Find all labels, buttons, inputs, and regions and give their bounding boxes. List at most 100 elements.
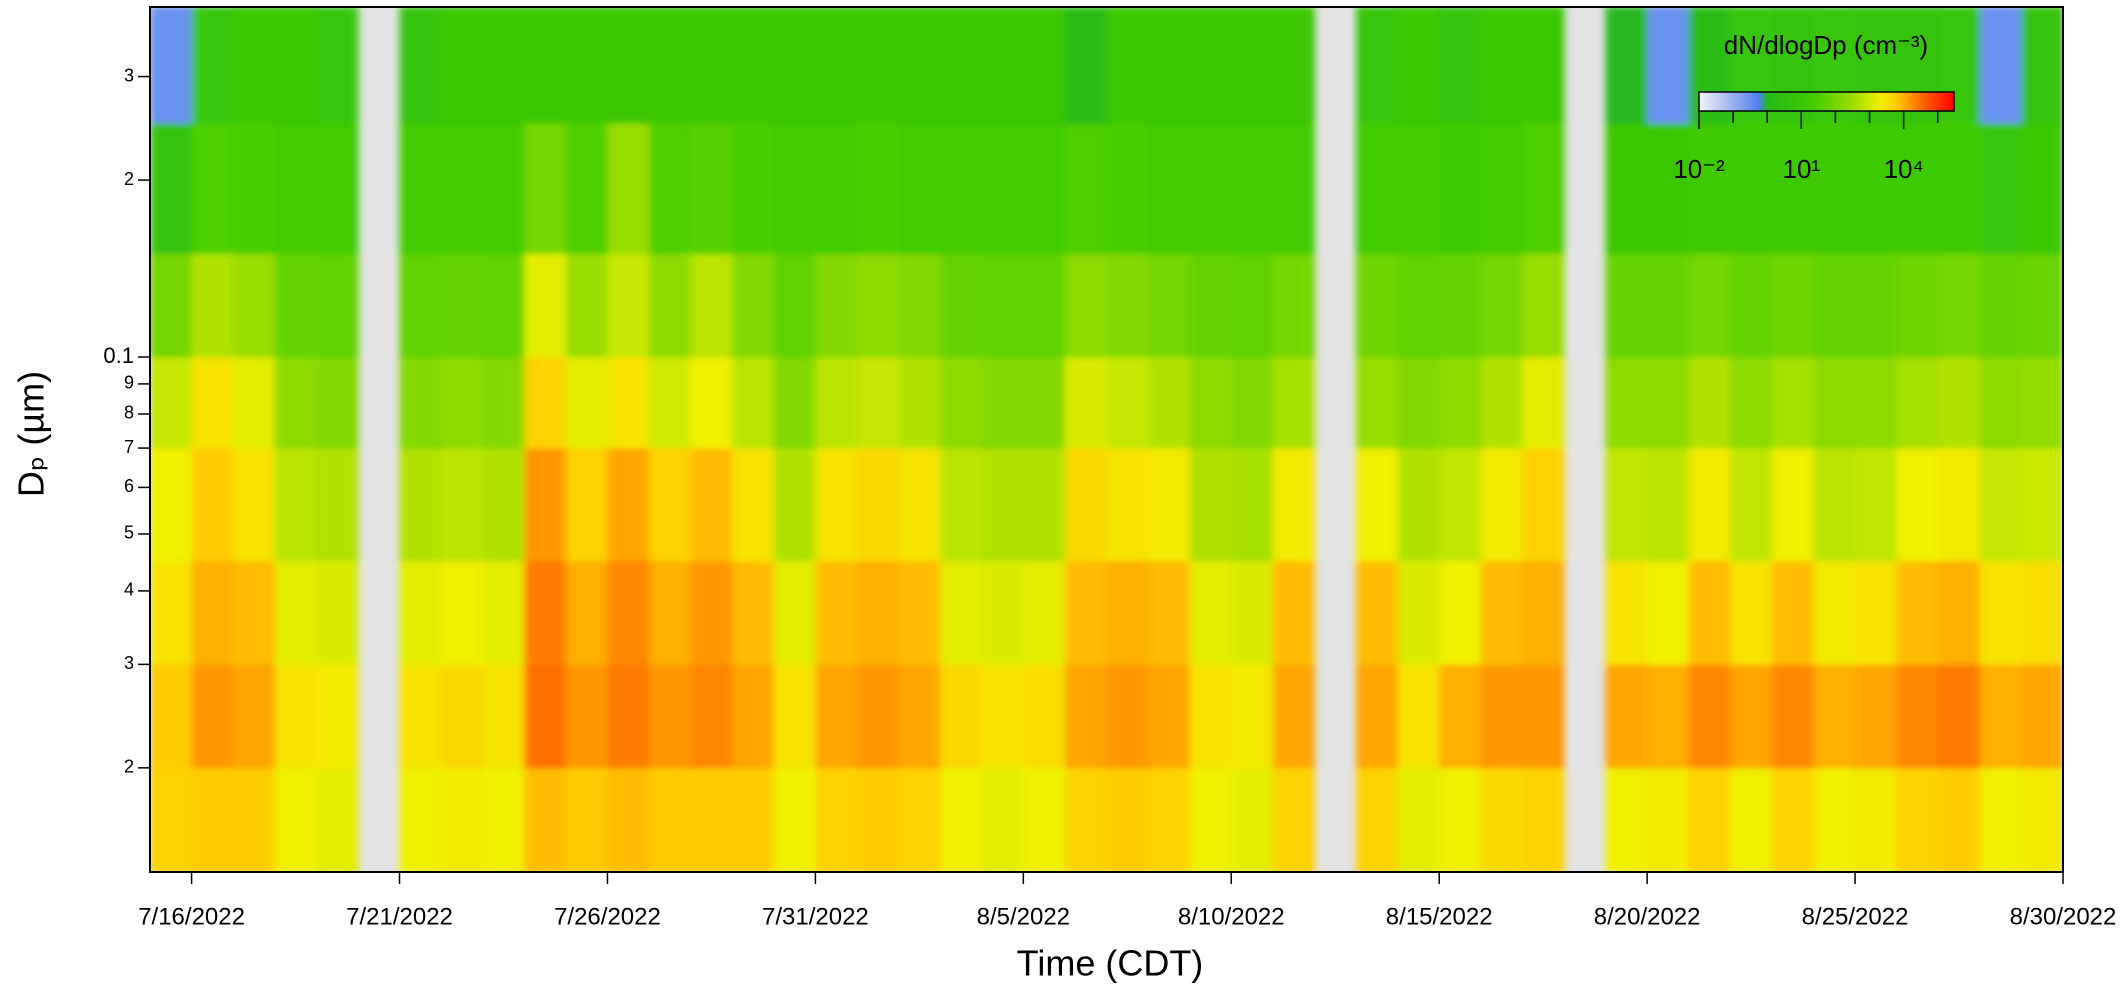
- heatmap-cell: [274, 357, 317, 449]
- heatmap-cell: [898, 767, 941, 872]
- heatmap-cell: [482, 357, 525, 449]
- heatmap-cell: [191, 7, 234, 124]
- heatmap-cell: [649, 767, 692, 872]
- y-tick-label: 2: [124, 169, 134, 189]
- heatmap-cell: [981, 253, 1024, 358]
- heatmap-cell: [1647, 448, 1690, 562]
- heatmap-cell: [1896, 253, 1939, 358]
- heatmap-cell: [1896, 664, 1939, 769]
- colorbar-tick-label: 10¹: [1783, 154, 1821, 184]
- heatmap-cell: [1023, 664, 1066, 769]
- heatmap-cell: [1189, 560, 1232, 665]
- heatmap-cell: [1023, 123, 1066, 255]
- heatmap-cell: [524, 123, 567, 255]
- heatmap-cell: [815, 123, 858, 255]
- heatmap-cell: [441, 253, 484, 358]
- heatmap-cell: [1064, 560, 1107, 665]
- heatmap-cell: [1647, 123, 1690, 255]
- colorbar: [1698, 91, 1955, 112]
- heatmap-cell: [441, 7, 484, 124]
- heatmap-cell: [856, 7, 900, 124]
- heatmap-cell: [1605, 357, 1648, 449]
- heatmap-cell: [1938, 357, 1981, 449]
- heatmap-cell: [1231, 253, 1274, 358]
- heatmap-cell: [815, 357, 858, 449]
- heatmap-cell: [1064, 448, 1107, 562]
- heatmap-cell: [1688, 357, 1731, 449]
- heatmap-cell: [1272, 767, 1315, 872]
- colorbar-tick-label: 10⁻²: [1673, 154, 1725, 184]
- heatmap-cell: [732, 767, 775, 872]
- heatmap-cell: [1522, 664, 1565, 769]
- heatmap-cell: [1688, 560, 1731, 665]
- heatmap-cell: [1647, 560, 1690, 665]
- x-tick-label: 8/15/2022: [1386, 903, 1493, 930]
- heatmap-cell: [773, 7, 816, 124]
- heatmap-cell: [981, 767, 1024, 872]
- heatmap-cell: [2021, 664, 2063, 769]
- heatmap-cell: [2021, 7, 2063, 124]
- x-tick-label: 7/16/2022: [138, 903, 245, 930]
- heatmap-cell: [524, 253, 567, 358]
- heatmap-cell: [649, 664, 692, 769]
- heatmap-cell: [1023, 253, 1066, 358]
- y-tick-label: 2: [124, 757, 134, 777]
- heatmap-cell: [1647, 7, 1690, 124]
- heatmap-cell: [1771, 560, 1814, 665]
- heatmap-cell: [233, 664, 276, 769]
- heatmap-cell: [150, 123, 193, 255]
- heatmap-cell: [1356, 7, 1399, 124]
- heatmap-cell: [1605, 253, 1648, 358]
- heatmap-cell: [981, 357, 1024, 449]
- heatmap-cell: [274, 560, 317, 665]
- heatmap-cell: [981, 7, 1024, 124]
- x-axis-title: Time (CDT): [1017, 943, 1204, 984]
- heatmap-cell: [607, 664, 650, 769]
- heatmap-cell: [607, 123, 650, 255]
- heatmap-cell: [191, 253, 234, 358]
- heatmap-cell: [274, 253, 317, 358]
- heatmap-cell: [524, 664, 567, 769]
- heatmap-cell: [1189, 123, 1232, 255]
- x-tick-label: 8/5/2022: [977, 903, 1070, 930]
- heatmap-cell: [732, 664, 775, 769]
- heatmap-cell: [773, 767, 816, 872]
- heatmap-cell: [1480, 664, 1523, 769]
- y-tick-label: 0.1: [103, 343, 134, 368]
- heatmap-cell: [274, 123, 317, 255]
- heatmap-cell: [1064, 7, 1107, 124]
- y-tick-label: 7: [124, 437, 134, 457]
- heatmap-cell: [856, 664, 900, 769]
- heatmap-cell: [981, 560, 1024, 665]
- heatmap-cell: [150, 357, 193, 449]
- heatmap-cell: [940, 664, 983, 769]
- heatmap-cell: [649, 560, 692, 665]
- heatmap-cell: [732, 357, 775, 449]
- heatmap-cell: [1106, 7, 1149, 124]
- heatmap-cell: [1189, 253, 1232, 358]
- heatmap-cell: [607, 560, 650, 665]
- heatmap-cell: [1896, 357, 1939, 449]
- heatmap-cell: [1730, 123, 1773, 255]
- heatmap-cell: [399, 7, 442, 124]
- heatmap-cell: [649, 448, 692, 562]
- heatmap-cell: [856, 560, 900, 665]
- heatmap-cell: [690, 664, 733, 769]
- heatmap-cell: [1605, 448, 1648, 562]
- heatmap-cell: [1231, 560, 1274, 665]
- heatmap-cell: [565, 357, 608, 449]
- heatmap-cell: [482, 123, 525, 255]
- y-tick-label: 3: [124, 65, 134, 85]
- heatmap-cell: [316, 123, 359, 255]
- heatmap-cell: [940, 253, 983, 358]
- heatmap-cell: [233, 560, 276, 665]
- heatmap-cell: [981, 448, 1024, 562]
- x-tick-label: 7/31/2022: [762, 903, 869, 930]
- heatmap-cell: [1688, 253, 1731, 358]
- heatmap-cell: [524, 7, 567, 124]
- heatmap-cell: [1688, 123, 1731, 255]
- heatmap-cell: [1148, 664, 1191, 769]
- heatmap-cell: [2021, 767, 2063, 872]
- heatmap-cell: [1356, 448, 1399, 562]
- heatmap-cell: [1855, 560, 1898, 665]
